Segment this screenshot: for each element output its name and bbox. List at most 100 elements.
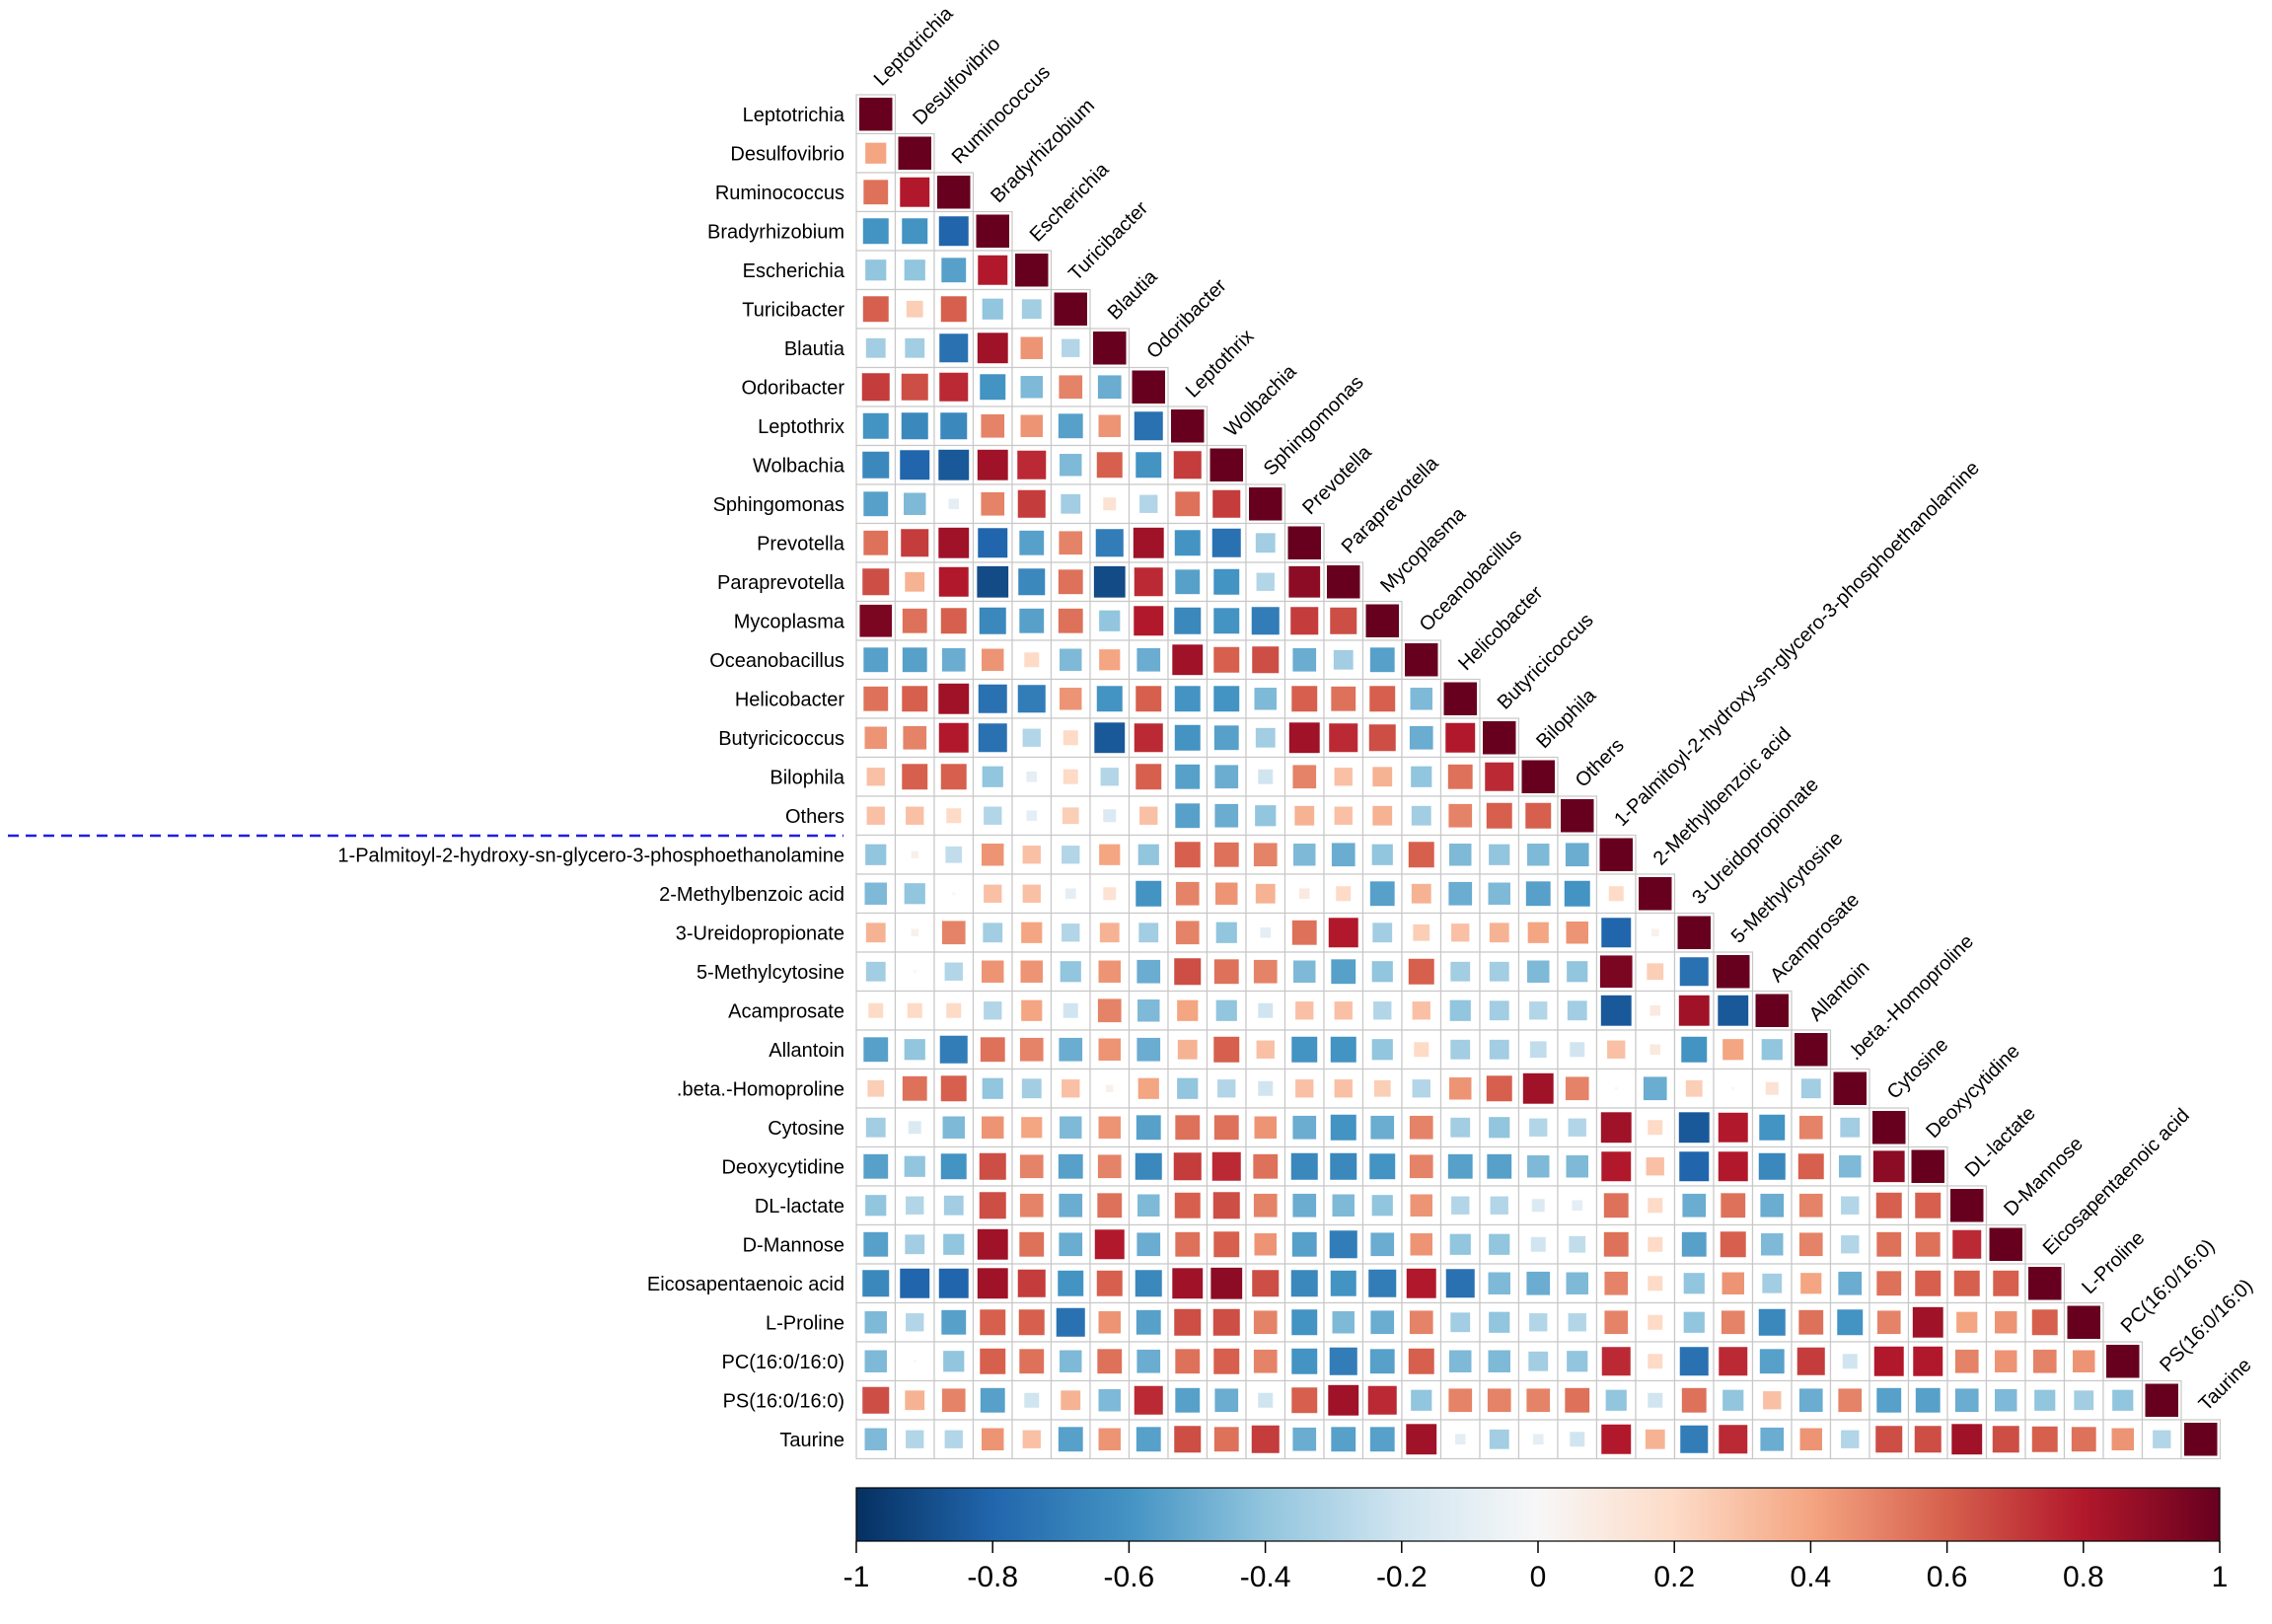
correlation-square bbox=[1298, 888, 1310, 900]
correlation-square bbox=[1291, 1231, 1317, 1257]
correlation-square bbox=[1763, 1391, 1782, 1410]
correlation-square bbox=[1875, 1192, 1902, 1218]
correlation-square bbox=[1409, 1115, 1433, 1140]
correlation-square bbox=[1018, 568, 1046, 596]
correlation-square bbox=[1486, 1075, 1512, 1102]
correlation-square bbox=[865, 337, 886, 358]
correlation-square bbox=[1372, 767, 1393, 787]
correlation-square bbox=[1953, 1270, 1980, 1296]
correlation-square bbox=[1098, 1038, 1121, 1061]
correlation-square bbox=[1531, 1199, 1545, 1213]
correlation-square bbox=[1021, 299, 1042, 320]
row-label: Taurine bbox=[779, 1430, 844, 1451]
correlation-square bbox=[981, 413, 1005, 438]
correlation-square bbox=[1213, 1231, 1240, 1258]
correlation-square bbox=[1213, 1115, 1239, 1141]
correlation-square bbox=[1489, 1429, 1509, 1449]
correlation-square bbox=[1061, 1390, 1081, 1411]
correlation-square bbox=[940, 764, 967, 790]
correlation-square bbox=[1215, 999, 1237, 1021]
correlation-square bbox=[1565, 1076, 1589, 1101]
correlation-square bbox=[1840, 1117, 1861, 1138]
correlation-square bbox=[1136, 764, 1162, 790]
correlation-square bbox=[979, 607, 1006, 634]
correlation-square bbox=[1094, 1229, 1125, 1260]
correlation-square bbox=[1760, 1193, 1785, 1218]
correlation-square bbox=[1678, 995, 1710, 1026]
correlation-square bbox=[906, 806, 924, 825]
row-label: Eicosapentaenoic acid bbox=[647, 1274, 844, 1295]
correlation-square bbox=[1526, 1388, 1551, 1413]
correlation-square bbox=[1100, 768, 1119, 786]
correlation-square bbox=[1174, 530, 1201, 556]
correlation-square bbox=[1872, 1150, 1905, 1183]
correlation-square bbox=[1258, 1080, 1274, 1096]
cell-frame bbox=[1635, 1301, 1676, 1343]
correlation-square bbox=[2034, 1389, 2056, 1411]
correlation-square bbox=[866, 768, 885, 786]
correlation-square bbox=[1256, 1040, 1275, 1059]
correlation-square bbox=[864, 726, 887, 749]
correlation-square bbox=[1175, 1349, 1201, 1374]
correlation-square bbox=[1106, 1084, 1114, 1092]
correlation-square bbox=[1330, 607, 1357, 634]
correlation-square bbox=[1873, 1346, 1904, 1376]
correlation-square bbox=[1255, 805, 1277, 827]
correlation-square bbox=[1567, 961, 1588, 983]
correlation-square bbox=[1330, 1114, 1356, 1141]
correlation-square bbox=[1329, 1347, 1357, 1375]
correlation-square bbox=[1215, 922, 1237, 943]
correlation-square bbox=[1175, 569, 1201, 595]
correlation-square bbox=[1447, 764, 1473, 789]
correlation-square bbox=[1095, 529, 1124, 557]
correlation-square bbox=[1951, 1424, 1983, 1455]
cell-frame bbox=[933, 1301, 975, 1343]
correlation-square bbox=[1213, 959, 1239, 985]
correlation-square bbox=[1098, 1311, 1121, 1334]
correlation-square bbox=[1058, 1153, 1083, 1179]
correlation-square bbox=[1952, 1229, 1982, 1259]
row-label: Odoribacter bbox=[742, 377, 845, 399]
correlation-square bbox=[1260, 926, 1272, 938]
correlation-square bbox=[1564, 880, 1590, 907]
correlation-square bbox=[1915, 1192, 1942, 1218]
correlation-square bbox=[940, 1153, 967, 1180]
correlation-square bbox=[1215, 882, 1238, 905]
correlation-square bbox=[1443, 682, 1477, 715]
correlation-square bbox=[1876, 1387, 1902, 1413]
row-label: Allantoin bbox=[769, 1040, 844, 1062]
correlation-square bbox=[862, 296, 889, 323]
correlation-square bbox=[1330, 1152, 1357, 1180]
correlation-square bbox=[1063, 769, 1078, 784]
correlation-square bbox=[1254, 1233, 1277, 1256]
correlation-square bbox=[1529, 1041, 1547, 1059]
row-label: Sphingomonas bbox=[713, 494, 844, 516]
correlation-square bbox=[1329, 1230, 1357, 1259]
correlation-square bbox=[1798, 1193, 1823, 1218]
correlation-square bbox=[944, 962, 963, 981]
correlation-square bbox=[904, 883, 925, 905]
correlation-square bbox=[1020, 960, 1043, 983]
correlation-square bbox=[978, 528, 1008, 558]
correlation-square bbox=[902, 647, 927, 673]
cell-frame bbox=[1167, 1029, 1209, 1070]
correlation-square bbox=[1526, 1271, 1551, 1295]
correlation-square bbox=[1255, 533, 1276, 554]
correlation-square bbox=[1412, 1001, 1430, 1020]
correlation-square bbox=[1174, 1308, 1202, 1336]
row-label: L-Proline bbox=[766, 1312, 844, 1334]
correlation-square bbox=[1683, 1311, 1705, 1333]
correlation-square bbox=[1567, 1351, 1588, 1372]
correlation-square bbox=[1608, 886, 1624, 902]
cell-frame bbox=[1401, 1223, 1442, 1265]
correlation-square bbox=[1291, 1348, 1318, 1374]
correlation-square bbox=[1993, 1270, 2019, 1296]
correlation-square bbox=[1719, 1347, 1748, 1376]
correlation-square bbox=[863, 1153, 889, 1179]
correlation-square bbox=[945, 846, 963, 863]
correlation-square bbox=[1135, 1152, 1162, 1180]
correlation-square bbox=[1489, 961, 1509, 982]
correlation-square bbox=[984, 884, 1002, 903]
correlation-square bbox=[2032, 1349, 2057, 1373]
correlation-square bbox=[1062, 807, 1079, 825]
